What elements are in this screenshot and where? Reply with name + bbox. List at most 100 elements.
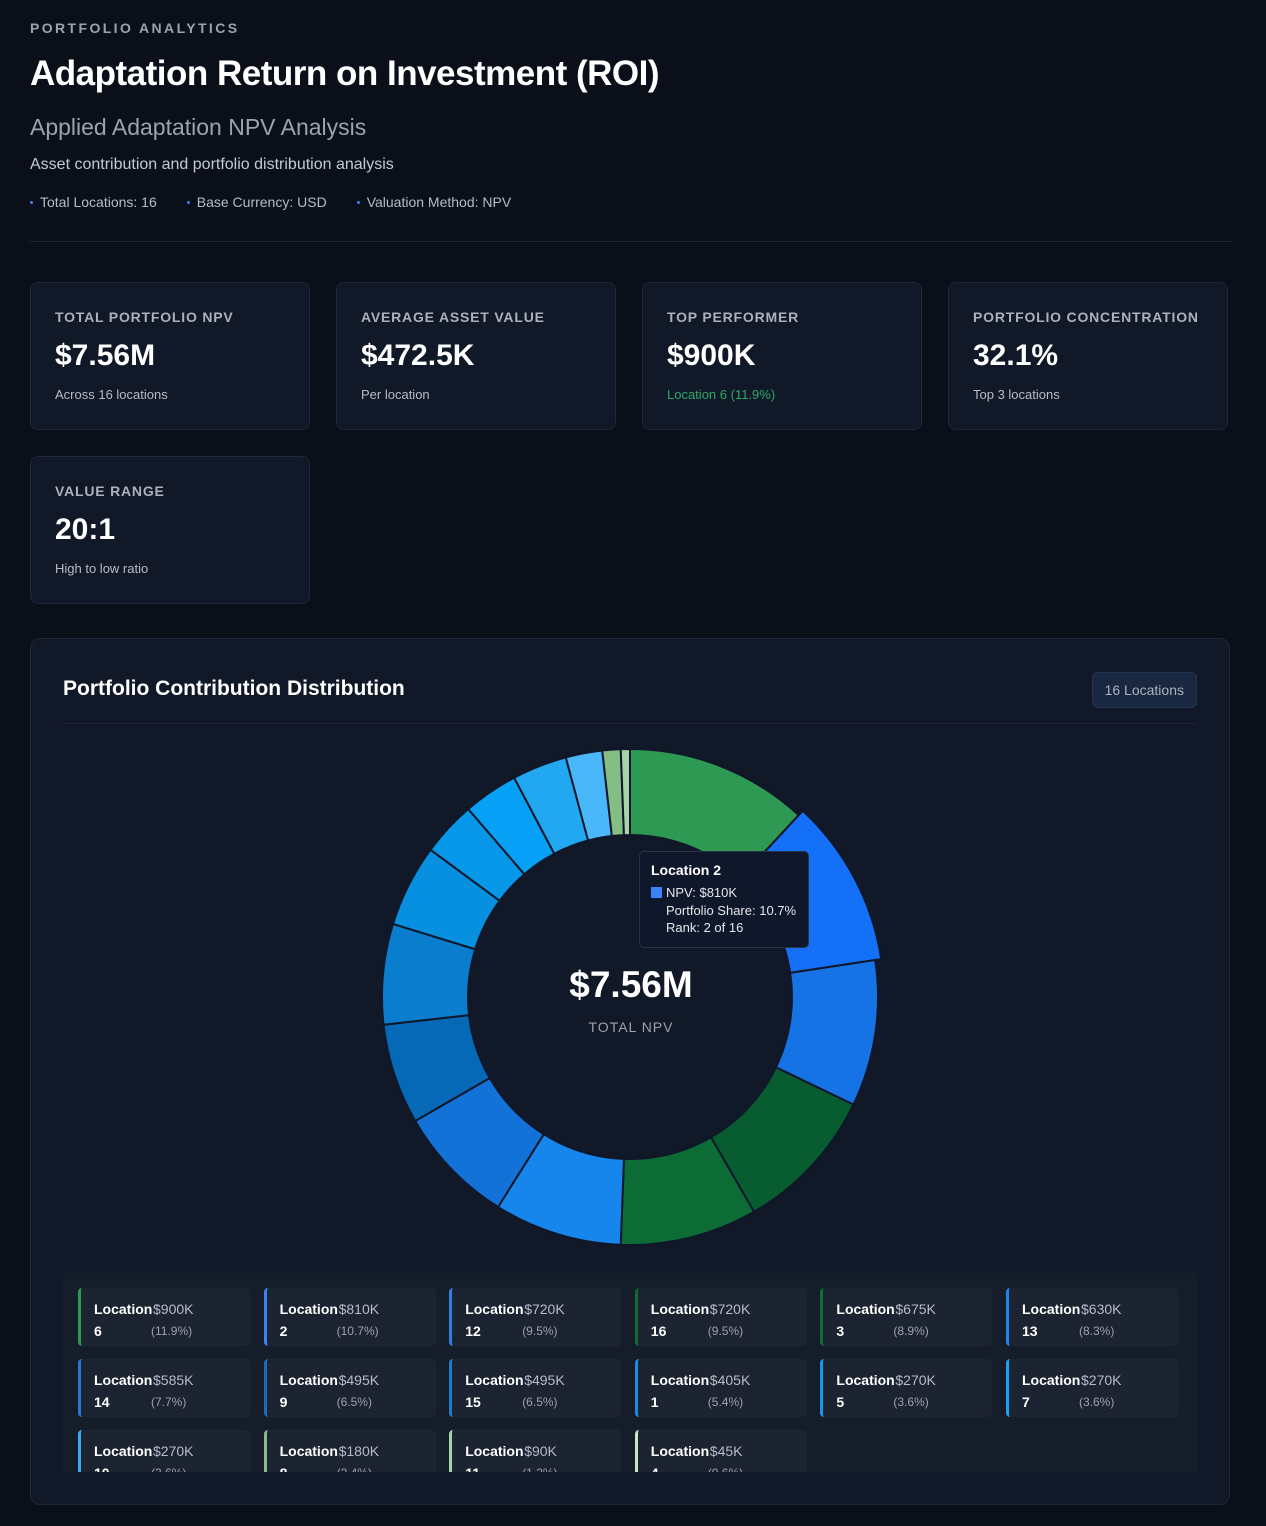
kpi-value: $900K (667, 339, 756, 372)
kpi-sub: Per location (361, 387, 430, 402)
kpi-card-total-npv: TOTAL PORTFOLIO NPV $7.56M Across 16 loc… (30, 282, 310, 430)
legend-item-percent: (3.6%) (893, 1395, 929, 1409)
kpi-value: $7.56M (55, 339, 156, 372)
locations-badge: 16 Locations (1091, 672, 1197, 708)
legend-item-value: $810K (338, 1301, 380, 1317)
tooltip-npv: NPV: $810K (666, 885, 738, 900)
legend-item-name: Location4 (650, 1443, 710, 1472)
bullet-icon (30, 200, 33, 204)
panel-title: Portfolio Contribution Distribution (63, 677, 405, 700)
legend-item-percent: (10.7%) (336, 1324, 379, 1338)
legend-item-name: Location 7 (1022, 1372, 1081, 1410)
legend-item[interactable]: Location 1 $405K (5.4%) (634, 1359, 807, 1417)
kpi-label: TOP PERFORMER (667, 309, 800, 325)
legend-item[interactable]: Location 12 $720K (9.5%) (449, 1288, 622, 1346)
legend-item[interactable]: Location4$45K (0.6%) (634, 1430, 807, 1472)
legend-item-name: Location10 (94, 1443, 153, 1472)
center-total-label: TOTAL NPV (588, 1019, 674, 1035)
legend-item-percent: (6.5%) (522, 1395, 558, 1409)
header-divider (30, 241, 1232, 242)
legend-item-percent: (6.5%) (336, 1395, 372, 1409)
legend-item-name: Location 12 (465, 1301, 524, 1339)
kpi-label: AVERAGE ASSET VALUE (361, 309, 545, 325)
kpi-sub: Location 6 (11.9%) (667, 387, 776, 402)
legend-item[interactable]: Location8$180K (2.4%) (263, 1430, 436, 1472)
legend-item-percent: (0.6%) (708, 1466, 743, 1472)
legend-item-name: Location 13 (1022, 1301, 1081, 1339)
legend-item-name: Location 15 (465, 1372, 524, 1410)
tooltip-swatch (651, 887, 662, 899)
kpi-sub: Top 3 locations (973, 387, 1060, 402)
legend-item[interactable]: Location 16 $720K (9.5%) (634, 1288, 807, 1346)
chart-tooltip: Location 2 NPV: $810K Portfolio Share: 1… (639, 851, 809, 948)
legend-item-percent: (3.6%) (1079, 1395, 1115, 1409)
legend-item-percent: (2.4%) (337, 1466, 372, 1472)
tooltip-npv-row: NPV: $810K (651, 884, 797, 902)
page-subtitle: Applied Adaptation NPV Analysis (30, 114, 367, 140)
legend-item[interactable]: Location10$270K (3.6%) (78, 1430, 250, 1472)
kpi-value: 32.1% (973, 339, 1059, 372)
legend-item-value: $45K (709, 1443, 743, 1459)
bullet-icon (356, 200, 360, 204)
legend-item-value: $675K (895, 1301, 936, 1317)
legend-item-name: Location 2 (279, 1301, 338, 1339)
kpi-sub: Across 16 locations (55, 387, 168, 402)
legend-item-value: $405K (709, 1372, 751, 1388)
kpi-value: 20:1 (55, 513, 116, 546)
legend-item-name: Location 9 (279, 1372, 338, 1410)
legend-item-name: Location 1 (650, 1372, 710, 1410)
legend-item-name: Location 5 (836, 1372, 895, 1410)
legend-item[interactable]: Location 13 $630K (8.3%) (1006, 1288, 1178, 1346)
legend-item-name: Location8 (279, 1443, 338, 1472)
legend-item[interactable]: Location 3 $675K (8.9%) (820, 1288, 993, 1346)
legend-item[interactable]: Location 2 $810K (10.7%) (263, 1288, 436, 1346)
legend-item[interactable]: Location 6 $900K (11.9%) (78, 1288, 250, 1346)
legend-item-value: $270K (153, 1443, 194, 1459)
page-title: Adaptation Return on Investment (ROI) (30, 54, 660, 93)
kpi-label: PORTFOLIO CONCENTRATION (973, 309, 1199, 325)
legend-item-value: $900K (153, 1301, 194, 1317)
legend-item-percent: (8.3%) (1079, 1324, 1115, 1338)
legend-item-value: $630K (1081, 1301, 1122, 1317)
legend-item-name: Location 14 (94, 1372, 153, 1410)
kpi-value: $472.5K (361, 339, 475, 372)
kpi-card-value-range: VALUE RANGE 20:1 High to low ratio (30, 456, 310, 604)
legend-item-percent: (7.7%) (151, 1395, 187, 1409)
kpi-label: VALUE RANGE (55, 483, 165, 499)
tooltip-rank: Rank: 2 of 16 (666, 920, 744, 935)
kpi-card-concentration: PORTFOLIO CONCENTRATION 32.1% Top 3 loca… (948, 282, 1228, 430)
legend-item-value: $180K (338, 1443, 380, 1459)
donut-slice-location-4[interactable] (619, 747, 631, 837)
legend-item-percent: (9.5%) (707, 1324, 744, 1338)
legend-item[interactable]: Location 5 $270K (3.6%) (820, 1359, 993, 1417)
legend-item-name: Location 3 (836, 1301, 895, 1339)
legend-item-value: $720K (709, 1301, 751, 1317)
legend-item-percent: (5.4%) (707, 1395, 744, 1409)
bullet-icon (186, 200, 190, 204)
kpi-card-average-value: AVERAGE ASSET VALUE $472.5K Per location (336, 282, 616, 430)
kpi-label: TOTAL PORTFOLIO NPV (55, 309, 234, 325)
legend-item-value: $495K (524, 1372, 565, 1388)
legend-item[interactable]: Location 7 $270K (3.6%) (1006, 1359, 1178, 1417)
legend-item-value: $585K (153, 1372, 194, 1388)
panel-divider (63, 723, 1197, 724)
legend-item-name: Location11 (465, 1443, 524, 1472)
meta-item: Total Locations: 16 (30, 194, 157, 210)
page-description: Asset contribution and portfolio distrib… (30, 156, 394, 173)
legend-item[interactable]: Location 14 $585K (7.7%) (78, 1359, 250, 1417)
legend-item-value: $270K (1081, 1372, 1122, 1388)
legend-item[interactable]: Location 15 $495K (6.5%) (449, 1359, 622, 1417)
legend-item-name: Location 16 (650, 1301, 710, 1339)
legend-item[interactable]: Location11$90K (1.2%) (449, 1430, 622, 1472)
legend-item-percent: (9.5%) (522, 1324, 558, 1338)
legend-grid: Location 6 $900K (11.9%) Location 2 $810K (10.7… (63, 1273, 1197, 1472)
meta-item: Base Currency: USD (186, 194, 327, 210)
donut-chart (381, 747, 883, 1246)
tooltip-title: Location 2 (651, 862, 722, 878)
legend-item-value: $90K (524, 1443, 557, 1459)
legend-item-percent: (11.9%) (151, 1324, 193, 1338)
legend-item-name: Location 6 (94, 1301, 153, 1339)
legend-item[interactable]: Location 9 $495K (6.5%) (263, 1359, 436, 1417)
legend-item-percent: (8.9%) (893, 1324, 929, 1338)
legend-item-value: $495K (338, 1372, 380, 1388)
